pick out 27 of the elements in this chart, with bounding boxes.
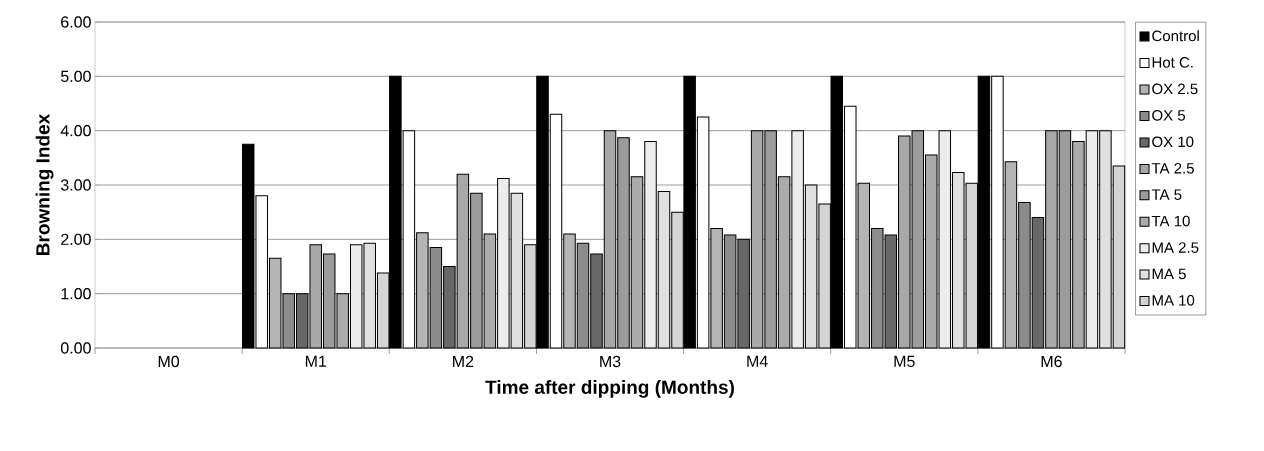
- x-tick-label: M2: [453, 355, 474, 367]
- legend-label: TA 2.5: [1151, 162, 1194, 174]
- legend-label: OX 10: [1152, 136, 1194, 148]
- x-tick-label: M6: [1041, 355, 1062, 368]
- x-tick-label: M4: [747, 355, 768, 367]
- y-tick-label: 5.00: [60, 70, 91, 82]
- y-tick-label: 1.00: [61, 288, 91, 300]
- y-tick-label: 2.00: [61, 233, 91, 245]
- y-tick-label: 4.00: [60, 125, 91, 137]
- legend-label: MA 2.5: [1152, 242, 1199, 253]
- legend-label: MA 5: [1152, 268, 1186, 280]
- legend-label: Control: [1152, 30, 1199, 42]
- legend-label: Hot C.: [1152, 57, 1193, 68]
- x-tick-label: M0: [158, 355, 180, 368]
- legend-label: OX 2.5: [1152, 83, 1198, 95]
- y-axis-title: Browning Index: [35, 113, 54, 255]
- legend-label: TA 5: [1151, 189, 1182, 200]
- x-tick-label: M5: [894, 355, 915, 367]
- x-axis-title: Time after dipping (Months): [485, 379, 734, 398]
- y-tick-label: 6.00: [61, 16, 91, 28]
- legend-label: OX 5: [1152, 110, 1186, 121]
- y-tick-label: 3.00: [60, 179, 91, 191]
- x-tick-label: M3: [600, 355, 621, 368]
- y-tick-label: 0.00: [60, 342, 91, 354]
- legend-label: TA 10: [1151, 215, 1190, 227]
- legend-label: MA 10: [1152, 295, 1195, 306]
- x-tick-label: M1: [305, 355, 327, 367]
